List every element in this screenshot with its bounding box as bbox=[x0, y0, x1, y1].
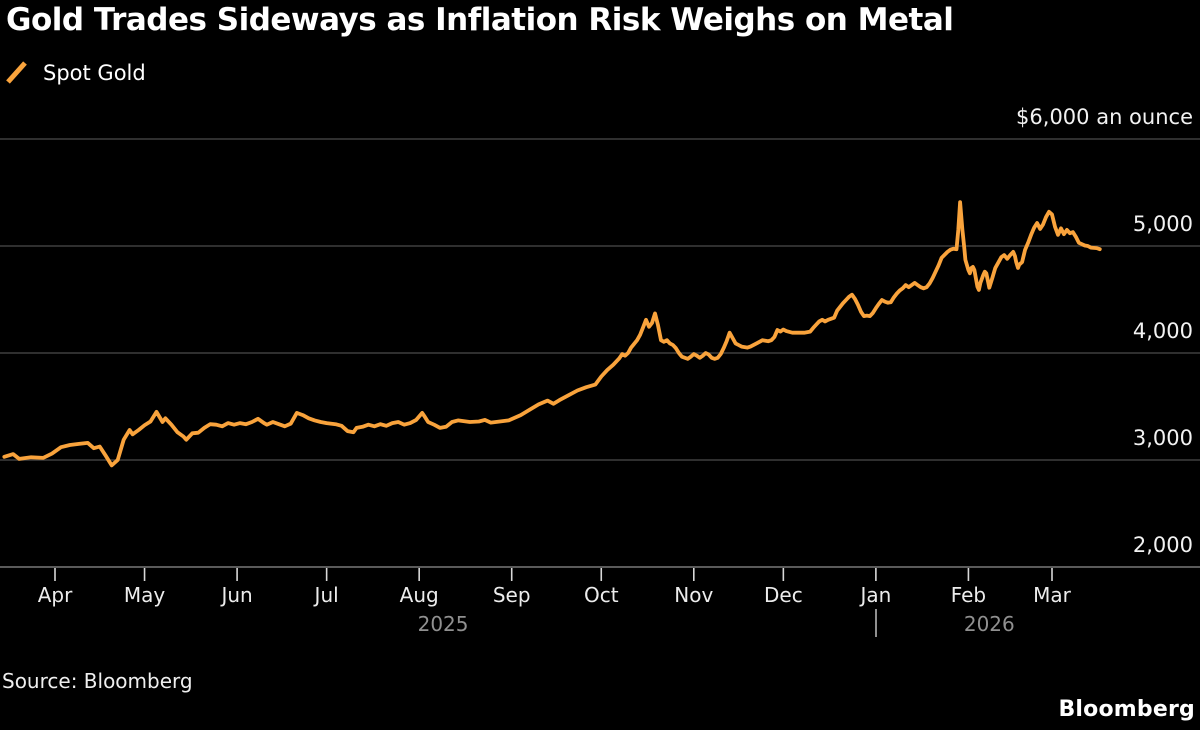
x-month-label-Jul: Jul bbox=[314, 583, 339, 607]
x-month-label-Jun: Jun bbox=[221, 583, 253, 607]
x-month-label-Mar: Mar bbox=[1033, 583, 1071, 607]
y-axis-label-6000: $6,000 an ounce bbox=[1016, 105, 1193, 129]
x-month-label-Oct: Oct bbox=[583, 583, 619, 607]
source-credit: Source: Bloomberg bbox=[2, 669, 193, 693]
x-month-label-Sep: Sep bbox=[492, 583, 531, 607]
x-month-label-May: May bbox=[123, 583, 166, 607]
x-month-label-Jan: Jan bbox=[860, 583, 892, 607]
x-month-label-Dec: Dec bbox=[763, 583, 803, 607]
y-axis-label-2000: 2,000 bbox=[1132, 533, 1193, 557]
chart-title: Gold Trades Sideways as Inflation Risk W… bbox=[6, 2, 954, 38]
legend: Spot Gold bbox=[4, 58, 146, 88]
legend-label: Spot Gold bbox=[43, 61, 146, 85]
x-month-label-Feb: Feb bbox=[950, 583, 987, 607]
y-axis-label-4000: 4,000 bbox=[1132, 319, 1193, 343]
spot-gold-line bbox=[2, 200, 1102, 468]
legend-line-swatch bbox=[6, 61, 27, 84]
x-month-label-Aug: Aug bbox=[399, 583, 439, 607]
y-axis-label-5000: 5,000 bbox=[1132, 212, 1193, 236]
x-month-label-Nov: Nov bbox=[674, 583, 714, 607]
bloomberg-logo: Bloomberg bbox=[1058, 697, 1195, 722]
year-label-2026: 2026 bbox=[963, 612, 1015, 636]
year-label-2025: 2025 bbox=[417, 612, 469, 636]
x-month-label-Apr: Apr bbox=[37, 583, 73, 607]
y-axis-label-3000: 3,000 bbox=[1132, 426, 1193, 450]
year-divider bbox=[874, 609, 877, 637]
